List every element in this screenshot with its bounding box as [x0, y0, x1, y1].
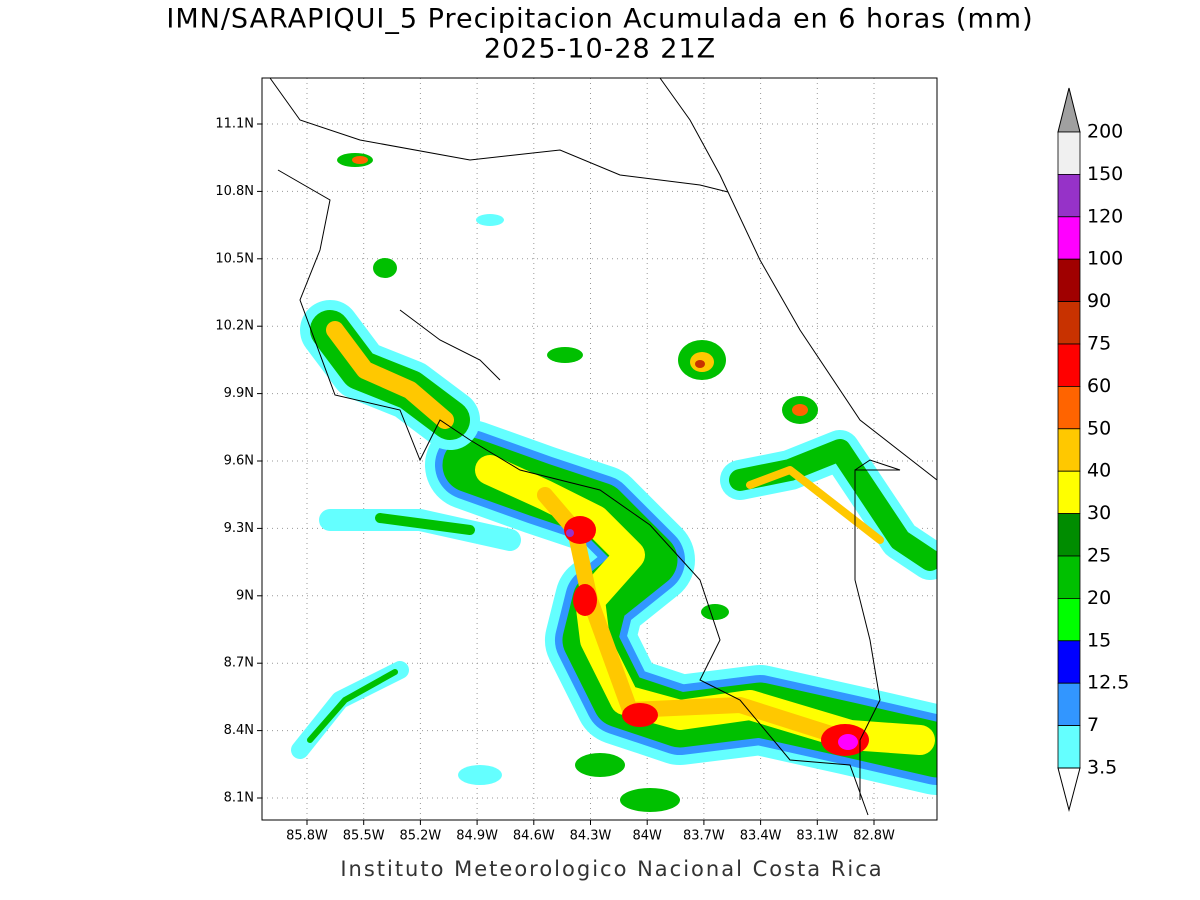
- colorbar-label: 25: [1087, 545, 1111, 567]
- lat-label: 8.7N: [224, 656, 254, 671]
- colorbar-label: 40: [1087, 460, 1111, 482]
- lat-label: 9.3N: [224, 521, 254, 536]
- colorbar-label: 30: [1087, 502, 1111, 524]
- grid: 11.1N 10.8N 10.5N 10.2N 9.9N 9.6N 9.3N 9N 8.7N 8.…: [215, 78, 937, 844]
- colorbar: 200 150 120 100 90 75 60 50 40 30 25 20 15 12.5 7 3.5: [1057, 87, 1129, 812]
- colorbar-box: [1057, 301, 1081, 345]
- colorbar-box: [1057, 131, 1081, 175]
- lon-label: 85.8W: [286, 829, 328, 844]
- lon-label: 84W: [632, 829, 662, 844]
- colorbar-box: [1057, 343, 1081, 387]
- colorbar-label: 200: [1087, 121, 1123, 143]
- lat-label: 10.2N: [215, 319, 254, 334]
- lat-label: 8.1N: [224, 791, 254, 806]
- colorbar-label: 7: [1087, 714, 1099, 736]
- lon-label: 83.1W: [796, 829, 838, 844]
- colorbar-under: [1057, 767, 1081, 812]
- precipitation: [291, 153, 937, 812]
- colorbar-box: [1057, 258, 1081, 303]
- colorbar-label: 15: [1087, 629, 1111, 651]
- colorbar-box: [1057, 598, 1081, 642]
- colorbar-box: [1057, 682, 1081, 727]
- colorbar-label: 3.5: [1087, 757, 1117, 779]
- colorbar-box: [1057, 725, 1081, 769]
- colorbar-label: 50: [1087, 417, 1111, 439]
- colorbar-label: 60: [1087, 375, 1111, 397]
- lat-label: 10.8N: [215, 184, 254, 199]
- lon-label: 85.2W: [399, 829, 441, 844]
- colorbar-label: 100: [1087, 248, 1123, 270]
- footer: Instituto Meteorologico Nacional Costa R…: [340, 857, 883, 881]
- colorbar-label: 150: [1087, 163, 1123, 185]
- colorbar-box: [1057, 428, 1081, 472]
- colorbar-over: [1057, 87, 1081, 133]
- lat-label: 9N: [236, 588, 254, 603]
- lon-label: 82.8W: [853, 829, 895, 844]
- colorbar-label: 75: [1087, 333, 1111, 355]
- colorbar-box: [1057, 216, 1081, 260]
- lat-label: 11.1N: [215, 117, 254, 132]
- map-frame: [261, 77, 938, 821]
- colorbar-label: 12.5: [1087, 672, 1129, 694]
- colorbar-box: [1057, 555, 1081, 599]
- lon-label: 84.6W: [513, 829, 555, 844]
- lon-label: 84.3W: [570, 829, 612, 844]
- lon-label: 83.7W: [683, 829, 725, 844]
- colorbar-label: 90: [1087, 290, 1111, 312]
- lat-label: 10.5N: [215, 251, 254, 266]
- subtitle: 2025-10-28 21Z: [484, 34, 716, 65]
- colorbar-label: 120: [1087, 205, 1123, 227]
- colorbar-box: [1057, 385, 1081, 430]
- colorbar-label: 20: [1087, 587, 1111, 609]
- rain-spots: [337, 153, 869, 812]
- lon-label: 84.9W: [456, 829, 498, 844]
- lat-label: 9.9N: [224, 386, 254, 401]
- title: IMN/SARAPIQUI_5 Precipitacion Acumulada …: [166, 4, 1033, 35]
- coastlines: [269, 77, 938, 816]
- lat-label: 9.6N: [224, 454, 254, 469]
- colorbar-box: [1057, 640, 1081, 684]
- colorbar-box: [1057, 173, 1081, 218]
- lon-label: 85.5W: [343, 829, 385, 844]
- rain-field: [291, 300, 937, 795]
- colorbar-box: [1057, 470, 1081, 515]
- colorbar-box: [1057, 513, 1081, 557]
- lat-label: 8.4N: [224, 723, 254, 738]
- lon-label: 83.4W: [740, 829, 782, 844]
